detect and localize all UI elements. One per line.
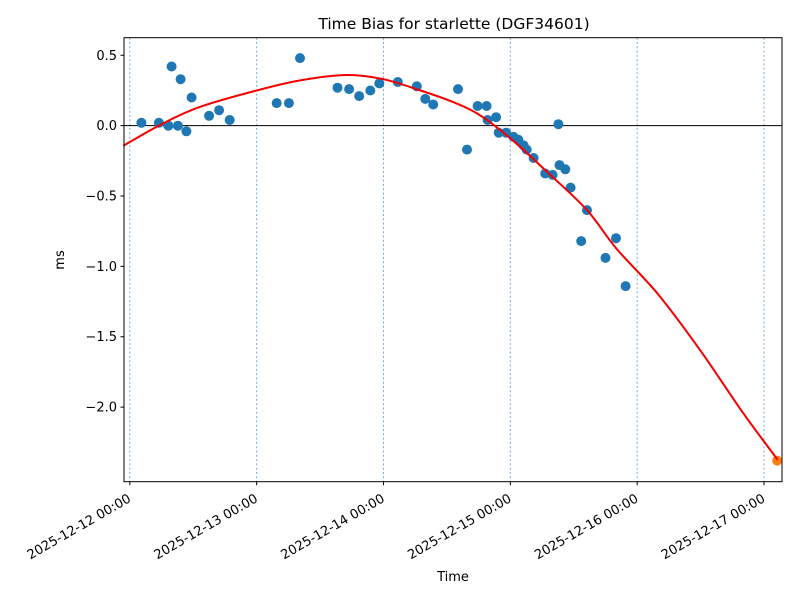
time-bias-observations-point bbox=[611, 233, 621, 244]
time-bias-observations-point bbox=[420, 93, 431, 104]
time-bias-observations-point bbox=[560, 164, 571, 175]
time-bias-observations-point bbox=[365, 85, 376, 96]
time-bias-observations-point bbox=[224, 115, 235, 125]
time-bias-observations-point bbox=[166, 61, 177, 72]
y-tick-label: −1.0 bbox=[85, 260, 117, 275]
time-bias-observations-point bbox=[332, 82, 343, 93]
time-bias-observations-point bbox=[491, 112, 502, 123]
x-tick-label: 2025-12-12 00:00 bbox=[25, 491, 134, 563]
time-bias-observations-point bbox=[181, 126, 192, 137]
y-axis-label: ms bbox=[53, 250, 68, 270]
time-bias-observations-point bbox=[163, 120, 174, 131]
time-bias-observations-point bbox=[204, 110, 215, 121]
time-bias-observations-point bbox=[214, 105, 225, 116]
y-tick-label: −0.5 bbox=[85, 190, 117, 205]
plot-area: 2025-12-12 00:00 2025-12-13 00:00 2025-12-… bbox=[25, 37, 783, 563]
time-bias-observations-point bbox=[553, 119, 564, 130]
y-tick-label: 0.0 bbox=[96, 119, 117, 134]
latest-observation-point bbox=[772, 455, 783, 466]
time-bias-observations-point bbox=[547, 169, 558, 180]
time-bias-observations-point bbox=[186, 92, 197, 103]
time-bias-observations-point bbox=[428, 99, 439, 110]
time-bias-observations-point bbox=[620, 281, 631, 292]
y-tick-label: −2.0 bbox=[85, 401, 117, 416]
time-bias-observations-point bbox=[283, 98, 294, 109]
time-bias-observations-point bbox=[271, 98, 282, 109]
y-tick-label: 0.5 bbox=[96, 49, 117, 64]
x-axis-label: Time bbox=[436, 570, 469, 585]
time-bias-observations-point bbox=[175, 74, 186, 85]
x-tick-label: 2025-12-15 00:00 bbox=[405, 491, 514, 563]
time-bias-observations-point bbox=[481, 101, 492, 111]
time-bias-observations-point bbox=[374, 78, 385, 89]
time-bias-observations-point bbox=[576, 236, 587, 247]
chart-title: Time Bias for starlette (DGF34601) bbox=[317, 15, 589, 33]
time-bias-observations-point bbox=[354, 91, 365, 102]
plot-border bbox=[123, 37, 783, 483]
time-bias-observations-point bbox=[462, 144, 472, 155]
x-tick-label: 2025-12-13 00:00 bbox=[152, 491, 261, 563]
time-bias-observations-point bbox=[344, 84, 355, 95]
x-tick-label: 2025-12-16 00:00 bbox=[532, 491, 641, 563]
time-bias-observations-point bbox=[540, 168, 551, 179]
time-bias-observations-point bbox=[453, 84, 463, 95]
y-tick-label: −1.5 bbox=[85, 330, 117, 345]
polynomial-fit bbox=[123, 73, 779, 461]
time-bias-observations-point bbox=[521, 144, 532, 155]
time-bias-observations-point bbox=[472, 101, 483, 111]
time-bias-observations-point bbox=[501, 127, 512, 138]
time-bias-observations-point bbox=[136, 117, 147, 128]
x-tick-label: 2025-12-14 00:00 bbox=[279, 491, 388, 563]
time-bias-observations-point bbox=[172, 120, 183, 131]
x-tick-label: 2025-12-17 00:00 bbox=[659, 491, 768, 563]
time-bias-observations-point bbox=[600, 252, 611, 263]
time-bias-observations-point bbox=[295, 53, 305, 64]
